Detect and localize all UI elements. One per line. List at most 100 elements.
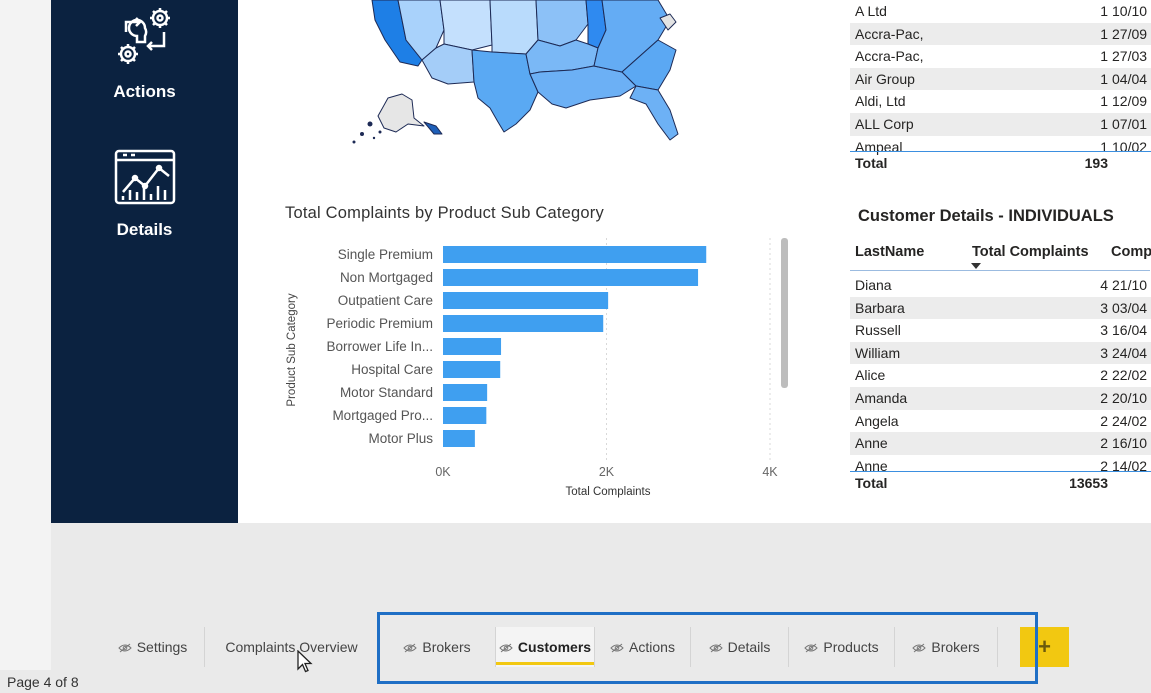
us-filled-map[interactable] (340, 0, 710, 150)
total-complaints-cell: 2 (1100, 435, 1108, 452)
bar[interactable] (443, 246, 707, 263)
company-table-row[interactable]: ALL Corp 1 07/01 (850, 113, 1151, 136)
lastname-cell: William (855, 344, 901, 361)
company-count-cell: 1 (1100, 138, 1108, 155)
bar[interactable] (443, 407, 487, 424)
category-label: Motor Plus (368, 431, 433, 446)
col-header-lastname[interactable]: LastName (855, 244, 925, 260)
company-count-cell: 1 (1100, 116, 1108, 132)
bar[interactable] (443, 338, 502, 355)
sort-desc-icon (971, 263, 981, 269)
individual-table-row[interactable]: Anne 2 14/02 (850, 455, 1151, 478)
page-tab-brokers[interactable]: Brokers (895, 627, 998, 667)
category-label: Single Premium (338, 247, 433, 262)
company-date-cell: 27/03 (1112, 48, 1148, 65)
bar[interactable] (443, 361, 501, 378)
bar[interactable] (443, 384, 488, 401)
page-indicator: Page 4 of 8 (7, 674, 79, 690)
page-tab-actions[interactable]: Actions (595, 627, 691, 667)
individual-table-row[interactable]: Barbara 3 03/04 (850, 296, 1151, 320)
page-tab-label: Settings (136, 639, 188, 655)
total-complaints-cell: 3 (1100, 299, 1108, 316)
complaints-bar-chart[interactable]: Product Sub Category Total Complaints Si… (280, 230, 800, 510)
category-label: Borrower Life In... (326, 339, 433, 354)
lastname-cell: Anne (855, 435, 888, 452)
total-complaints-cell: 2 (1100, 390, 1108, 406)
hidden-eye-icon (610, 643, 624, 653)
company-count-cell: 1 (1100, 25, 1108, 42)
page-tab-bar: Settings Complaints Overview Brokers Custom… (51, 627, 1151, 667)
bar[interactable] (443, 430, 475, 447)
map-region-alaska-panhandle[interactable] (423, 121, 443, 135)
company-table-row[interactable]: Air Group 1 04/04 (850, 67, 1151, 91)
map-region-south[interactable] (529, 65, 637, 109)
individuals-total-row: Total 13653 (850, 471, 1151, 493)
chart-scrollbar[interactable] (781, 238, 788, 388)
comp-date-cell: 14/02 (1112, 457, 1148, 474)
category-label: Motor Standard (340, 385, 433, 400)
dashboard-chart-icon (114, 149, 175, 205)
individual-table-row[interactable]: Amanda 2 20/10 (850, 387, 1151, 410)
lastname-cell: Alice (855, 367, 886, 384)
hidden-eye-icon (499, 643, 513, 653)
company-table-row[interactable]: Ampeal 1 10/02 (850, 136, 1151, 159)
total-complaints-cell: 2 (1100, 457, 1108, 474)
page-tab-settings[interactable]: Settings (101, 627, 205, 667)
company-name-cell: Accra-Pac, (855, 25, 924, 42)
lastname-cell: Russell (855, 322, 901, 339)
add-page-button[interactable]: + (1020, 627, 1069, 667)
individual-table-row[interactable]: William 3 24/04 (850, 341, 1151, 365)
comp-date-cell: 16/04 (1112, 322, 1148, 339)
category-label: Outpatient Care (338, 293, 433, 308)
comp-date-cell: 03/04 (1112, 299, 1148, 316)
x-tick-label: 2K (599, 465, 615, 479)
individual-table-row[interactable]: Russell 3 16/04 (850, 319, 1151, 342)
page-tab-label: Details (727, 639, 771, 655)
company-table-row[interactable]: A Ltd 1 10/10 (850, 0, 1151, 23)
map-region-mountain[interactable] (439, 0, 493, 51)
bar[interactable] (443, 292, 609, 309)
comp-date-cell: 16/10 (1112, 435, 1148, 452)
map-region-florida[interactable] (629, 85, 679, 141)
company-table-row[interactable]: Accra-Pac, 1 27/03 (850, 45, 1151, 68)
x-axis-title: Total Complaints (565, 486, 650, 498)
company-date-cell: 27/09 (1112, 25, 1148, 42)
col-header-comp[interactable]: Comp (1111, 244, 1151, 260)
company-name-cell: A Ltd (855, 3, 887, 19)
individual-table-row[interactable]: Diana 4 21/10 (850, 274, 1151, 297)
lastname-cell: Amanda (855, 390, 908, 406)
col-header-total-complaints[interactable]: Total Complaints (972, 244, 1089, 260)
details-nav-label: Details (116, 220, 173, 239)
header-divider (850, 270, 1150, 271)
map-region-texas[interactable] (471, 49, 539, 133)
actions-nav-button[interactable]: Actions (51, 6, 238, 102)
gears-flow-icon (117, 8, 170, 64)
hidden-eye-icon (708, 643, 723, 653)
left-gutter (0, 0, 51, 670)
company-table-row[interactable]: Aldi, Ltd 1 12/09 (850, 90, 1151, 113)
y-axis-title: Product Sub Category (286, 293, 298, 406)
page-tab-customers[interactable]: Customers (496, 627, 595, 667)
map-region-alaska[interactable] (377, 93, 425, 133)
mouse-cursor-icon (297, 650, 313, 673)
map-region-plains[interactable] (489, 0, 539, 55)
company-date-cell: 07/01 (1112, 116, 1148, 132)
details-nav-button[interactable]: Details (51, 148, 238, 240)
individual-table-row[interactable]: Anne 2 16/10 (850, 432, 1151, 455)
map-region-gray[interactable] (659, 13, 677, 31)
page-tab-complaints-overview[interactable]: Complaints Overview (205, 627, 379, 667)
lastname-cell: Diana (855, 277, 892, 293)
page-tab-details[interactable]: Details (691, 627, 789, 667)
page-tab-products[interactable]: Products (789, 627, 895, 667)
company-table-row[interactable]: Accra-Pac, 1 27/09 (850, 22, 1151, 46)
comp-date-cell: 22/02 (1112, 367, 1148, 384)
individual-table-row[interactable]: Angela 2 24/02 (850, 410, 1151, 433)
page-tab-brokers[interactable]: Brokers (379, 627, 496, 667)
bar[interactable] (443, 269, 699, 286)
bar[interactable] (443, 315, 604, 332)
page-tab-label: Brokers (422, 639, 471, 655)
map-region-midwest[interactable] (535, 0, 589, 47)
comp-date-cell: 24/04 (1112, 344, 1148, 361)
individual-table-row[interactable]: Alice 2 22/02 (850, 364, 1151, 387)
category-label: Hospital Care (351, 362, 433, 377)
